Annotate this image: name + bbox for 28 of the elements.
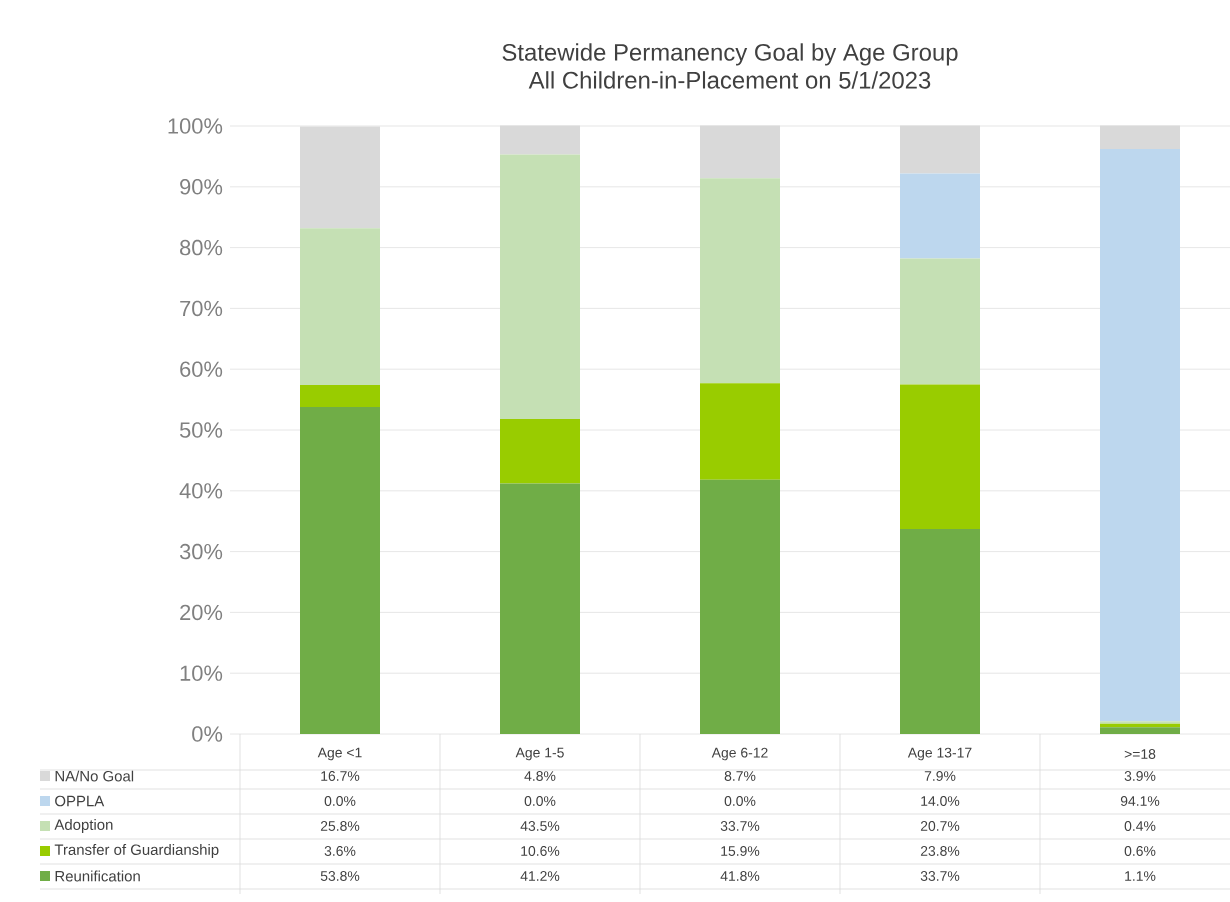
y-tick-label: 90% [180,179,223,195]
y-tick-label: 40% [179,483,223,499]
bar [300,228,380,386]
bar [900,529,980,734]
y-tick-label: 50% [179,422,223,438]
bar [900,173,980,259]
y-tick-label: 80% [180,239,223,256]
bar [700,178,780,384]
bar [700,383,780,480]
bar [300,385,380,407]
chart-subtitle: All Children-in-Placement on 5/1/2023 [528,71,931,89]
y-tick-label: 70% [180,300,223,317]
bar [900,384,980,530]
bar [500,483,580,734]
y-tick-label: 100% [168,118,223,134]
y-tick-label: 0% [192,726,223,742]
y-tick-label: 20% [180,604,223,621]
chart-title: Statewide Permanency Goal by Age Group [502,43,958,66]
bar [1100,149,1180,722]
y-tick-label: 60% [180,361,223,377]
bar [1100,727,1180,734]
y-tick-label: 10% [180,665,223,681]
bar [900,258,980,385]
bar [500,419,580,484]
bar [700,479,780,734]
bar [500,154,580,420]
bar [300,406,380,734]
y-tick-label: 30% [179,543,223,560]
